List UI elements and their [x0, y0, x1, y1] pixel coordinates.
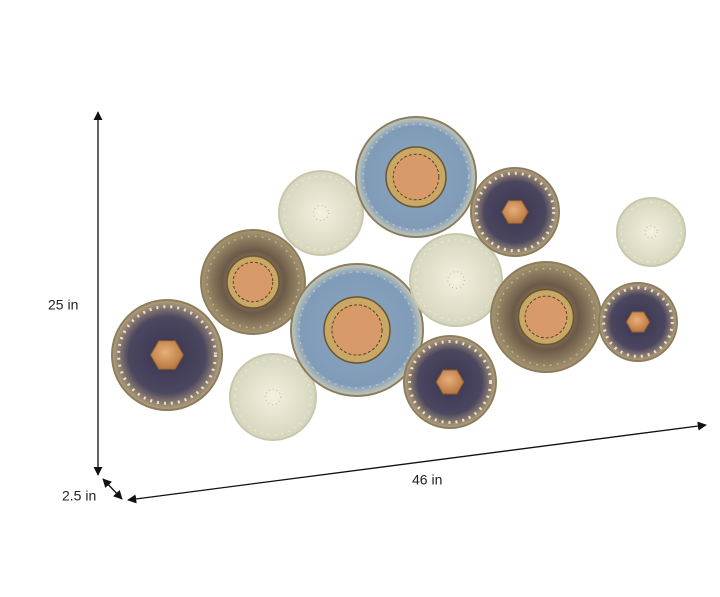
depth-label: 2.5 in	[62, 488, 96, 504]
flower-part	[206, 235, 300, 329]
flower-part	[117, 305, 217, 405]
flower-part	[232, 261, 274, 303]
flower-part	[474, 171, 556, 253]
flower-part	[524, 295, 568, 339]
flower-part	[414, 238, 498, 322]
flower-part	[409, 233, 503, 327]
flower-part	[620, 201, 682, 263]
flower-part	[331, 304, 383, 356]
flower-part	[501, 200, 529, 224]
width-arrow	[127, 421, 707, 504]
flower-part	[435, 369, 465, 395]
flower-part	[447, 271, 465, 289]
flower-part	[496, 267, 596, 367]
flower-part	[278, 170, 364, 256]
flower-part	[644, 225, 658, 239]
flower-part	[283, 175, 359, 251]
flower-part	[362, 123, 470, 231]
flower-part	[264, 388, 282, 406]
flower-part	[234, 358, 312, 436]
flower-part	[298, 271, 416, 389]
flower-part	[602, 286, 674, 358]
flower-group	[111, 116, 686, 441]
height-label: 25 in	[48, 297, 78, 313]
flower-part	[149, 340, 185, 370]
width-label: 46 in	[412, 472, 442, 488]
flower-part	[312, 204, 330, 222]
flower-part	[616, 197, 686, 267]
flower-part	[392, 153, 440, 201]
depth-arrow	[102, 478, 123, 500]
flower-part	[625, 311, 651, 333]
